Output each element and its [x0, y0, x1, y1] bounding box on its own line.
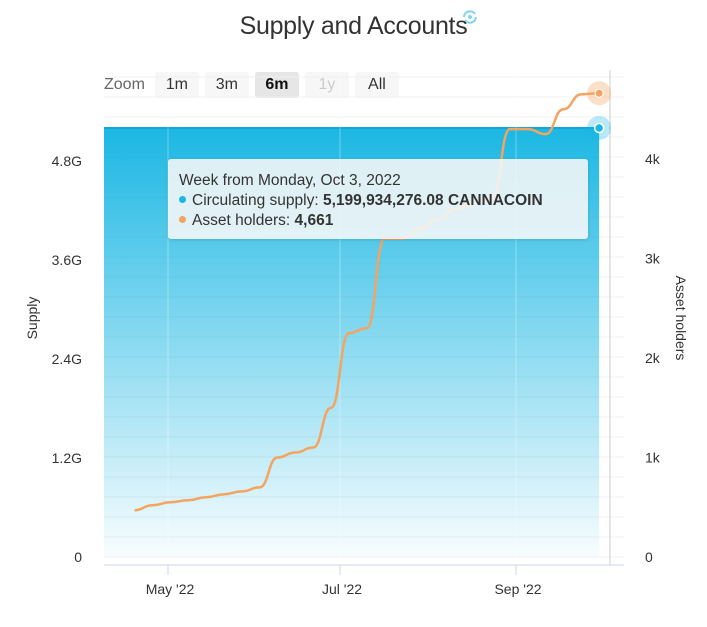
y-right-tick-label: 2k [645, 350, 661, 366]
y-right-tick-label: 0 [645, 549, 653, 565]
zoom-all-button[interactable]: All [354, 72, 399, 98]
zoom-label: Zoom [104, 76, 145, 93]
x-tick-label: Sep '22 [494, 581, 541, 597]
zoom-controls: Zoom 1m 3m 6m 1y All [104, 72, 399, 98]
tooltip-row-supply: Circulating supply: 5,199,934,276.08 CAN… [179, 191, 588, 211]
zoom-3m-button[interactable]: 3m [204, 72, 249, 98]
tooltip-row-holders: Asset holders: 4,661 [179, 211, 588, 231]
refresh-icon[interactable] [461, 8, 479, 26]
tooltip: Week from Monday, Oct 3, 2022 Circulatin… [168, 159, 588, 239]
y-left-tick-label: 0 [74, 549, 82, 565]
supply-point [593, 122, 605, 134]
zoom-1m-button[interactable]: 1m [154, 72, 199, 98]
tooltip-supply-value: 5,199,934,276.08 CANNACOIN [322, 192, 543, 209]
y-left-axis-title: Supply [24, 297, 40, 340]
y-left-tick-label: 1.2G [52, 450, 82, 466]
asset-holders-line [134, 91, 600, 512]
y-left-tick-label: 2.4G [52, 351, 82, 367]
supply-dot-icon [179, 196, 186, 204]
supply-halo [587, 116, 612, 141]
y-left-tick-label: 3.6G [52, 252, 82, 268]
tooltip-holders-label: Asset holders: [192, 212, 291, 229]
zoom-6m-button[interactable]: 6m [254, 72, 299, 98]
x-tick-label: May '22 [146, 581, 195, 597]
chart-title: Supply and Accounts [239, 12, 468, 40]
asset-holders-point [594, 88, 604, 98]
y-right-tick-label: 1k [645, 450, 661, 466]
x-tick-label: Jul '22 [322, 581, 362, 597]
y-right-tick-label: 3k [645, 251, 661, 267]
tooltip-holders-value: 4,661 [294, 212, 334, 229]
tooltip-header: Week from Monday, Oct 3, 2022 [179, 172, 401, 189]
y-right-tick-label: 4k [645, 151, 661, 167]
asset-holders-halo [587, 81, 612, 106]
holders-dot-icon [179, 216, 186, 224]
y-left-tick-label: 4.8G [52, 153, 82, 169]
tooltip-supply-label: Circulating supply: [192, 192, 319, 209]
y-right-axis-title: Asset holders [673, 276, 689, 361]
zoom-1y-button[interactable]: 1y [304, 72, 349, 98]
